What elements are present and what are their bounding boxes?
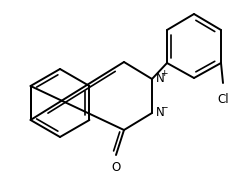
Text: +: + <box>160 69 168 78</box>
Text: N: N <box>156 71 165 85</box>
Text: Cl: Cl <box>217 93 229 106</box>
Text: −: − <box>160 102 168 112</box>
Text: O: O <box>112 161 120 174</box>
Text: N: N <box>156 106 165 119</box>
